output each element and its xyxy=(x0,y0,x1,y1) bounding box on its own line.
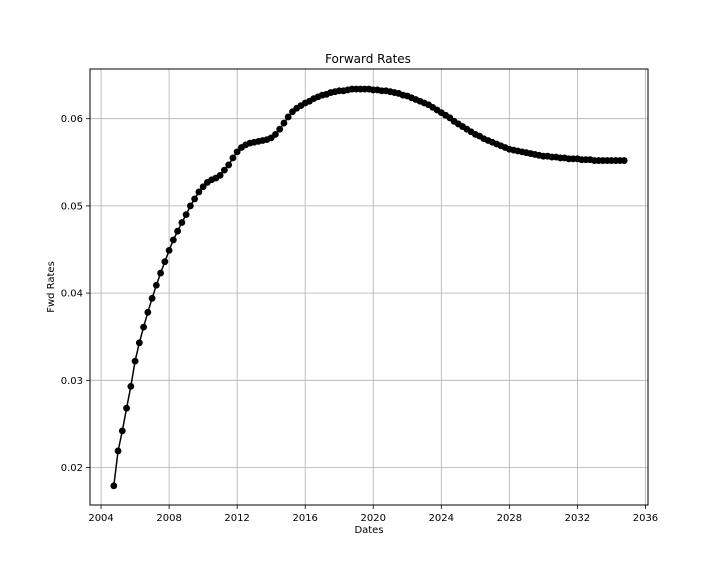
data-point xyxy=(135,339,143,347)
data-point xyxy=(114,447,122,455)
x-tick-label: 2004 xyxy=(88,513,113,524)
data-point xyxy=(272,131,279,138)
data-point xyxy=(123,404,130,412)
data-point xyxy=(131,357,139,365)
y-tick-label: 0.04 xyxy=(61,289,83,300)
data-point xyxy=(169,236,177,244)
chart-title: Forward Rates xyxy=(325,52,411,66)
data-point xyxy=(191,195,199,203)
data-point xyxy=(276,125,284,133)
data-point xyxy=(225,161,233,169)
data-point xyxy=(195,188,203,196)
data-point xyxy=(220,166,228,174)
data-point xyxy=(199,183,207,191)
data-point xyxy=(152,281,160,289)
x-tick-label: 2008 xyxy=(156,513,181,524)
data-point xyxy=(216,171,224,179)
y-tick-label: 0.02 xyxy=(61,463,83,474)
data-point xyxy=(229,154,237,162)
data-point xyxy=(165,246,173,254)
data-point xyxy=(110,482,118,490)
x-tick-label: 2036 xyxy=(633,513,658,524)
data-point xyxy=(140,323,147,331)
x-tick-label: 2028 xyxy=(497,513,522,524)
data-point xyxy=(161,258,169,266)
data-point xyxy=(280,119,288,127)
x-axis: 2004 2008 2012 2016 2020 2024 2028 2032 2036 xyxy=(88,505,658,524)
data-point xyxy=(233,148,241,156)
data-point xyxy=(174,227,182,235)
y-tick-label: 0.03 xyxy=(61,376,83,387)
x-tick-label: 2020 xyxy=(361,513,386,524)
data-point xyxy=(284,113,292,121)
data-point xyxy=(148,294,156,302)
x-tick-label: 2032 xyxy=(565,513,590,524)
grid-lines xyxy=(90,69,648,505)
y-tick-label: 0.05 xyxy=(61,201,83,212)
x-tick-label: 2016 xyxy=(292,513,317,524)
x-axis-label: Dates xyxy=(354,525,383,536)
y-axis-label: Fwd Rates xyxy=(46,261,57,313)
data-point xyxy=(144,308,152,316)
y-tick-label: 0.06 xyxy=(61,114,83,125)
data-point xyxy=(186,202,194,210)
data-point xyxy=(178,219,186,226)
data-point xyxy=(182,211,190,219)
x-tick-label: 2012 xyxy=(224,513,249,524)
data-point xyxy=(157,269,165,277)
x-tick-label: 2024 xyxy=(429,513,454,524)
data-points xyxy=(110,85,628,490)
data-point xyxy=(127,383,135,390)
y-axis: 0.02 0.03 0.04 0.05 0.06 xyxy=(61,114,90,474)
data-point xyxy=(118,427,126,435)
data-point xyxy=(620,157,628,164)
plot-frame xyxy=(89,68,649,506)
